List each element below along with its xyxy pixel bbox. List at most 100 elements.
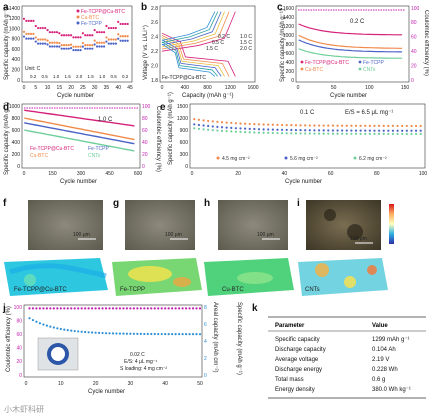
y-tick-label: 0 xyxy=(142,164,145,170)
legend-marker-c-0 xyxy=(300,60,304,64)
data-point xyxy=(117,37,120,40)
data-point xyxy=(230,130,233,133)
data-point xyxy=(39,38,42,41)
micrograph-cu-btc xyxy=(218,200,288,250)
y-tick-label: 400 xyxy=(286,60,295,66)
micrograph-fe-tcpp xyxy=(125,200,195,250)
data-point xyxy=(396,129,399,132)
data-point xyxy=(276,128,279,131)
capacity-series xyxy=(298,23,403,36)
rate-labels-a: 0.2 0.5 1.0 1.5 2.0 1.5 1.0 0.5 0.2 xyxy=(30,74,129,79)
x-axis-label-b: Capacity (mAh g⁻¹) xyxy=(182,93,234,99)
rate-label-b-right-1: 1.5 C xyxy=(240,40,252,46)
y-tick-label: 200 xyxy=(12,68,21,74)
data-point xyxy=(336,129,339,132)
capacity-point xyxy=(164,332,167,336)
capacity-series xyxy=(24,122,135,145)
capacity-point xyxy=(45,324,48,327)
data-point xyxy=(368,129,371,132)
y-tick-label: 800 xyxy=(286,42,295,48)
data-point xyxy=(53,41,56,44)
data-point xyxy=(410,132,413,136)
surface-spot-i-1 xyxy=(315,263,329,277)
watermark: 小木虾科研 xyxy=(4,404,44,414)
data-point xyxy=(126,22,129,26)
capacity-point xyxy=(38,322,42,325)
data-point xyxy=(207,124,210,128)
data-point xyxy=(211,129,214,132)
y-tick-label: 1000 xyxy=(283,33,294,39)
data-point xyxy=(216,129,219,132)
data-point xyxy=(67,47,70,50)
data-point xyxy=(401,129,404,132)
table-cell-value: 0.104 Ah xyxy=(372,347,396,353)
surface-texture-f xyxy=(9,263,107,279)
data-point xyxy=(336,124,339,127)
x-tick-label: 0 xyxy=(23,85,26,91)
x-tick-label: 40 xyxy=(115,85,121,91)
y-tick-label: 1500 xyxy=(177,104,188,110)
rate-step-label: 0.5 xyxy=(42,74,49,79)
legend-marker-c-2 xyxy=(358,60,362,64)
data-point xyxy=(77,36,80,39)
data-point xyxy=(280,123,284,127)
data-point xyxy=(364,132,367,135)
y-tick-label: 0 xyxy=(411,78,414,84)
data-point xyxy=(419,124,422,128)
data-point xyxy=(396,124,399,128)
y-tick-label: 200 xyxy=(286,69,295,75)
capacity-point xyxy=(167,332,170,336)
legend-a: Fe-TCPP@Cu-BTC Cu-BTC Fe-TCPP xyxy=(76,9,125,27)
capacity-point xyxy=(198,333,202,336)
data-point xyxy=(331,132,335,135)
data-point xyxy=(267,131,270,134)
y-tick-label: 1600 xyxy=(283,6,294,12)
y-axis-label-j: Coulombic efficiency (%) xyxy=(6,306,12,372)
data-point xyxy=(373,132,376,135)
charge-curve xyxy=(161,11,222,46)
legend-marker-fe-tcpp xyxy=(76,21,80,25)
coulombic-efficiency-point xyxy=(136,307,139,310)
capacity-point xyxy=(97,331,101,334)
data-point xyxy=(39,26,42,30)
data-point xyxy=(336,132,339,135)
data-point xyxy=(368,124,371,127)
series-j xyxy=(28,307,202,336)
panel-label-e: e xyxy=(160,102,166,113)
y-tick-label: 0 xyxy=(185,164,188,170)
legend-item-e-2: 6.2 mg cm⁻² xyxy=(359,156,387,162)
coulombic-efficiency-point xyxy=(45,307,48,310)
data-point xyxy=(86,44,89,47)
data-point xyxy=(29,19,33,22)
capacity-point xyxy=(191,333,195,336)
data-point xyxy=(304,124,307,127)
coulombic-efficiency-point xyxy=(153,307,156,310)
legend-item-d-0: Fe-TCPP@Cu-BTC xyxy=(30,146,74,152)
coulombic-efficiency-point xyxy=(73,307,76,310)
data-point xyxy=(58,32,61,35)
data-point xyxy=(55,41,59,44)
curves-b xyxy=(161,11,236,77)
coulombic-efficiency-point xyxy=(42,307,45,310)
data-point xyxy=(387,124,390,127)
y-tick-label: 4 xyxy=(204,339,207,345)
rate-label-b-left-1: 0.5 C xyxy=(212,40,224,46)
x-tick-label: 30 xyxy=(92,85,98,91)
charge-curve xyxy=(161,11,230,50)
data-point xyxy=(368,132,371,135)
y-tick-label: 1000 xyxy=(9,104,20,110)
data-point xyxy=(354,132,358,135)
data-point xyxy=(79,49,82,52)
x-tick-label: 0 xyxy=(161,85,164,91)
y2-ticks-d: 0 20 40 60 80 100 xyxy=(142,104,151,170)
coulombic-efficiency-point xyxy=(139,307,142,310)
coulombic-efficiency-point xyxy=(77,307,80,310)
y-ticks-d: 0 200 400 600 800 1000 xyxy=(9,104,20,170)
legend-c: Fe-TCPP@Cu-BTC Cu-BTC Fe-TCPP CNTs xyxy=(300,60,385,73)
capacity-point xyxy=(70,329,73,332)
data-point xyxy=(39,42,42,45)
y-ticks-c: 0 200 400 600 800 1000 1200 1400 1600 xyxy=(283,6,294,84)
data-point xyxy=(382,132,385,136)
data-point xyxy=(294,124,298,127)
data-point xyxy=(401,132,404,136)
